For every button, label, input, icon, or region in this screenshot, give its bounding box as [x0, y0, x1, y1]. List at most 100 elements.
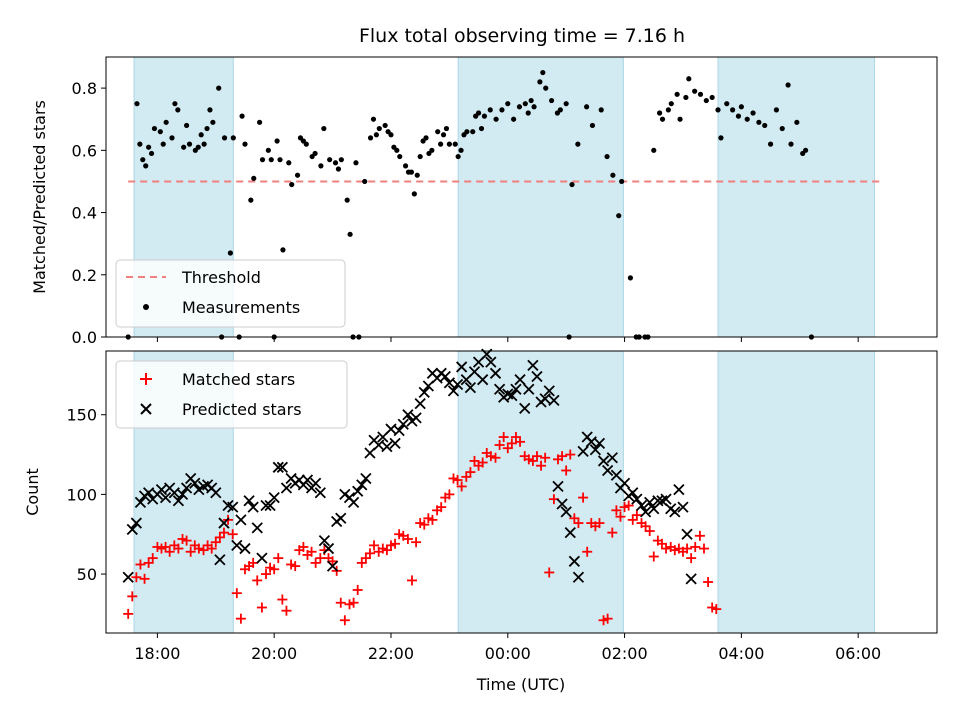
- measurement-points: [125, 69, 815, 340]
- matched-star-point: [364, 548, 375, 559]
- matched-star-point: [402, 534, 413, 544]
- matched-star-point: [306, 546, 317, 557]
- measurement-point: [537, 79, 543, 85]
- measurement-point: [522, 101, 528, 107]
- predicted-star-point: [673, 483, 685, 496]
- predicted-star-point: [122, 571, 134, 583]
- measurement-point: [569, 181, 575, 188]
- measurement-point: [227, 250, 233, 256]
- predicted-star-point: [393, 425, 405, 437]
- measurement-point: [665, 107, 671, 113]
- measurement-point: [589, 122, 596, 129]
- predicted-star-point: [280, 482, 293, 494]
- measurement-point: [239, 113, 245, 119]
- measurement-point: [210, 119, 216, 125]
- measurement-point: [659, 116, 666, 122]
- matched-star-point: [127, 591, 138, 602]
- matched-star-point: [661, 543, 672, 554]
- measurement-point: [762, 122, 768, 129]
- predicted-star-point: [685, 573, 697, 585]
- matched-star-point: [335, 597, 346, 608]
- matched-star-point: [703, 577, 714, 588]
- matched-star-point: [465, 467, 476, 478]
- predicted-star-point: [681, 528, 693, 540]
- measurement-point: [511, 116, 517, 122]
- measurement-point: [709, 94, 715, 101]
- measurement-point: [265, 147, 271, 153]
- measurement-point: [335, 166, 342, 172]
- x-axis-label: Time (UTC): [476, 675, 565, 694]
- measurement-point: [683, 94, 689, 101]
- measurement-point: [362, 178, 368, 185]
- predicted-star-point: [593, 437, 606, 450]
- y-tick-label: 100: [66, 485, 97, 504]
- predicted-star-point: [130, 517, 143, 529]
- measurement-point: [718, 135, 724, 141]
- predicted-star-point: [660, 493, 672, 505]
- measurement-point: [268, 157, 274, 163]
- matched-star-point: [694, 530, 705, 541]
- measurement-point: [151, 125, 158, 132]
- measurement-point: [543, 85, 549, 91]
- measurement-point: [516, 104, 523, 110]
- measurement-point: [160, 141, 166, 147]
- measurement-point: [367, 135, 374, 141]
- predicted-star-point: [389, 437, 401, 450]
- measurement-point: [785, 82, 791, 88]
- predicted-star-point: [322, 542, 335, 555]
- matched-star-point: [411, 537, 422, 548]
- measurement-point: [376, 125, 382, 132]
- measurement-point: [692, 88, 698, 94]
- measurement-point: [446, 141, 452, 147]
- predicted-star-point: [360, 472, 372, 485]
- measurement-point: [440, 132, 447, 138]
- predicted-star-point: [451, 378, 464, 391]
- matched-star-point: [310, 557, 321, 568]
- measurement-point: [724, 101, 730, 107]
- predicted-star-point: [126, 523, 138, 536]
- measurement-point: [134, 101, 140, 107]
- matched-star-point: [206, 543, 217, 554]
- measurement-point: [767, 141, 774, 147]
- matched-star-point: [218, 527, 229, 538]
- measurement-point: [394, 147, 400, 153]
- measurement-point: [598, 107, 604, 113]
- predicted-star-point: [635, 499, 648, 512]
- predicted-star-point: [414, 397, 426, 410]
- matched-star-point: [298, 541, 309, 552]
- predicted-star-point: [410, 412, 422, 424]
- measurement-point: [181, 144, 187, 150]
- matched-star-point: [615, 511, 626, 522]
- measurement-point: [230, 135, 236, 141]
- measurement-point: [143, 163, 149, 169]
- measurement-point: [201, 141, 207, 147]
- predicted-star-point: [318, 534, 331, 547]
- measurement-point: [452, 141, 458, 147]
- matched-star-point: [181, 535, 192, 546]
- predicted-star-point: [134, 496, 147, 508]
- top-legend-box: [115, 259, 346, 328]
- measurement-point: [198, 132, 204, 138]
- predicted-star-point: [447, 385, 460, 397]
- predicted-star-point: [314, 487, 326, 499]
- measurement-point: [332, 160, 339, 166]
- matched-star-point: [578, 492, 589, 503]
- predicted-star-point: [552, 480, 564, 493]
- measurement-point: [248, 197, 254, 203]
- predicted-star-point: [564, 526, 576, 539]
- measurement-point: [443, 125, 450, 132]
- measurement-point: [525, 110, 531, 116]
- predicted-star-point: [347, 496, 360, 508]
- predicted-star-point: [560, 506, 572, 518]
- measurement-point: [557, 107, 563, 113]
- predicted-star-point: [218, 517, 230, 529]
- matched-star-point: [269, 564, 280, 575]
- predicted-star-point: [627, 487, 639, 499]
- x-tick-label: 20:00: [251, 644, 297, 663]
- measurement-point: [175, 107, 181, 113]
- measurement-point: [794, 119, 800, 125]
- measurement-point: [137, 141, 143, 147]
- matched-star-point: [607, 527, 618, 538]
- measurement-point: [370, 116, 377, 122]
- measurement-point: [429, 147, 435, 153]
